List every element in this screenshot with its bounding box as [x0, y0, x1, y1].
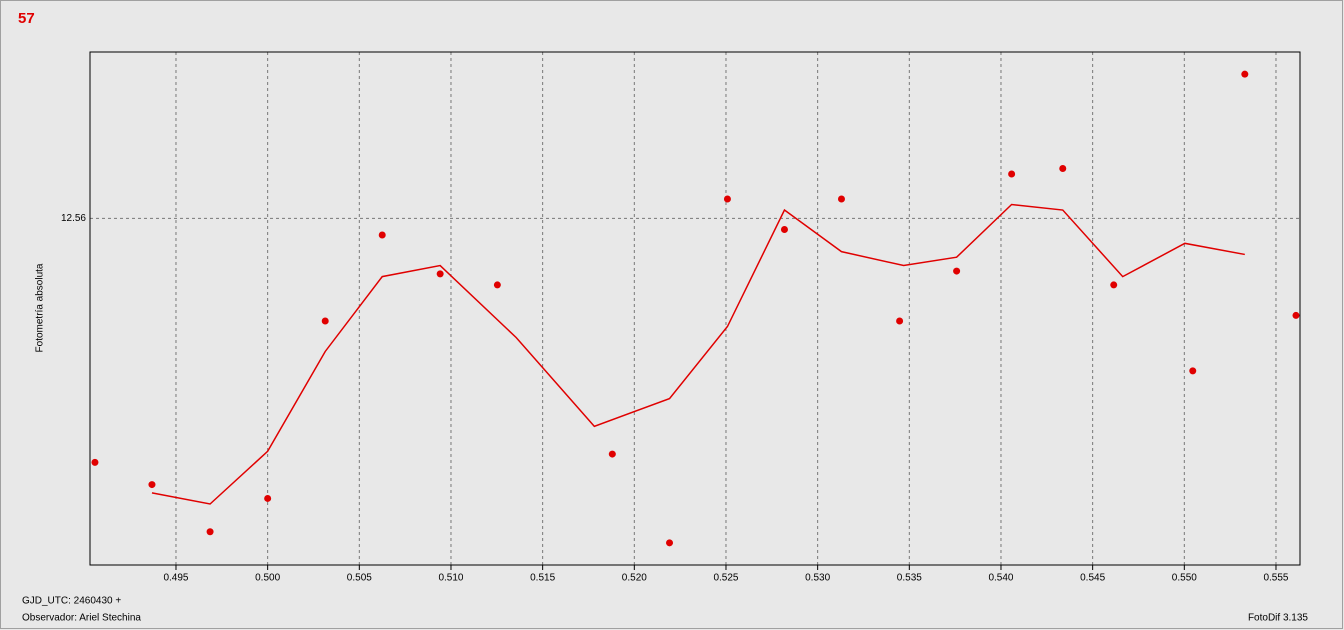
- data-point: [896, 317, 904, 325]
- trend-line: [151, 203, 1245, 505]
- data-point: [608, 450, 616, 458]
- x-tick-label: 0.520: [622, 573, 647, 584]
- x-tick-label: 0.500: [255, 573, 280, 584]
- data-point: [837, 195, 845, 203]
- data-point: [378, 231, 386, 239]
- data-point: [148, 481, 156, 489]
- data-point: [666, 539, 674, 547]
- x-tick-label: 0.550: [1172, 573, 1197, 584]
- x-tick-label: 0.555: [1263, 573, 1288, 584]
- data-point: [91, 458, 99, 466]
- data-point: [1110, 281, 1118, 289]
- data-point: [723, 195, 731, 203]
- data-point: [206, 528, 214, 536]
- data-point: [1241, 70, 1249, 78]
- data-point: [780, 225, 788, 233]
- data-point: [1189, 367, 1197, 375]
- data-point: [1292, 311, 1300, 319]
- data-point: [264, 494, 272, 502]
- x-tick-label: 0.525: [713, 573, 738, 584]
- footer-version: FotoDif 3.135: [1248, 613, 1308, 624]
- data-point: [953, 267, 961, 275]
- x-tick-label: 0.535: [897, 573, 922, 584]
- y-axis-label: Fotometría absoluta: [35, 263, 46, 352]
- y-tick-label: 12.56: [61, 213, 86, 224]
- data-point: [1059, 164, 1067, 172]
- data-point: [321, 317, 329, 325]
- footer-gjd: GJD_UTC: 2460430 +: [22, 596, 121, 607]
- x-tick-label: 0.510: [438, 573, 463, 584]
- x-tick-label: 0.540: [988, 573, 1013, 584]
- x-tick-label: 0.515: [530, 573, 555, 584]
- chart-title: 57: [18, 10, 35, 27]
- x-tick-label: 0.505: [347, 573, 372, 584]
- x-tick-label: 0.545: [1080, 573, 1105, 584]
- data-point: [493, 281, 501, 289]
- x-tick-label: 0.495: [163, 573, 188, 584]
- x-tick-label: 0.530: [805, 573, 830, 584]
- footer-observer: Observador: Ariel Stechina: [22, 613, 141, 624]
- plot-frame: [89, 51, 1301, 566]
- data-point: [436, 270, 444, 278]
- data-point: [1008, 170, 1016, 178]
